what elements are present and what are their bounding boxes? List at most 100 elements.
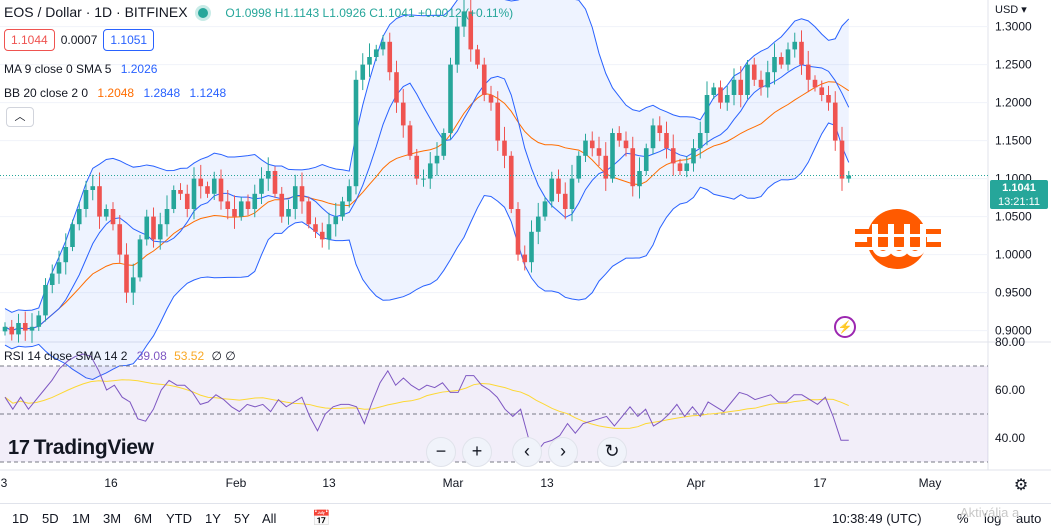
candle-body [232, 209, 237, 217]
activation-watermark: Aktiválja a [960, 505, 1020, 520]
candle-body [292, 186, 298, 209]
candle-body [97, 186, 102, 217]
lightning-icon[interactable]: ⚡ [834, 316, 856, 338]
buy-price-button[interactable]: 1.1051 [103, 29, 155, 51]
candle-body [724, 95, 730, 103]
range-all[interactable]: All [262, 511, 277, 526]
bb-legend[interactable]: BB 20 close 2 0 1.2048 1.2848 1.1248 [4, 86, 226, 100]
price-tick-label: 1.0000 [995, 248, 1032, 262]
candle-body [245, 201, 251, 209]
rsi-tick-label: 80.00 [995, 335, 1025, 349]
candle-body [839, 140, 845, 179]
candle-body [16, 323, 21, 335]
candle-body [434, 155, 440, 164]
candle-body [711, 87, 717, 95]
ma-legend[interactable]: MA 9 close 0 SMA 5 1.2026 [4, 62, 157, 76]
scroll-left-button[interactable]: ‹ [512, 437, 542, 467]
range-5y[interactable]: 5Y [234, 511, 250, 526]
time-tick-label: 13 [540, 476, 554, 490]
range-ytd[interactable]: YTD [166, 511, 192, 526]
candle-body [643, 148, 649, 171]
rsi-value: 39.08 [136, 349, 167, 363]
range-3m[interactable]: 3M [103, 511, 122, 526]
range-1d[interactable]: 1D [12, 511, 29, 526]
zoom-out-button[interactable]: − [426, 437, 456, 467]
range-5d[interactable]: 5D [42, 511, 59, 526]
candle-body [272, 171, 278, 194]
last-price-tag: 1.1041 13:21:11 [990, 180, 1048, 209]
date-range-icon[interactable]: 📅 [312, 510, 331, 527]
sell-price-button[interactable]: 1.1044 [4, 29, 55, 51]
candle-body [265, 171, 271, 179]
currency-label: USD ▾ [995, 4, 1027, 16]
candle-body [2, 326, 8, 332]
clock-time[interactable]: 10:38:49 (UTC) [832, 511, 922, 526]
candle-body [259, 178, 264, 194]
candle-body [346, 186, 352, 202]
scroll-right-button[interactable]: › [548, 437, 578, 467]
candle-body [691, 148, 696, 164]
candle-body [623, 140, 629, 149]
candle-body [427, 163, 433, 179]
tradingview-logo: 17 TradingView [8, 436, 154, 459]
candle-body [583, 140, 588, 156]
bollinger-lower-line [4, 122, 850, 380]
time-tick-label: Apr [687, 476, 706, 490]
range-1m[interactable]: 1M [72, 511, 91, 526]
price-tick-label: 1.2000 [995, 96, 1032, 110]
coin-logo-icon [853, 209, 943, 269]
settings-gear-icon: ⚙ [1014, 477, 1028, 494]
zoom-in-button[interactable]: + [462, 437, 492, 467]
candle-body [394, 72, 399, 103]
candle-body [205, 186, 210, 194]
candle-body [333, 216, 339, 225]
candle-body [684, 163, 690, 171]
candle-body [704, 95, 710, 133]
range-6m[interactable]: 6M [134, 511, 153, 526]
rsi-sma-line [4, 379, 849, 429]
candle-body [812, 79, 818, 88]
candle-body [718, 87, 723, 103]
candle-body [63, 247, 69, 263]
symbol-title[interactable]: EOS / Dollar · 1D · BITFINEX [4, 4, 188, 20]
candle-body [529, 231, 534, 263]
time-tick-label: 17 [813, 476, 827, 490]
candle-body [110, 209, 116, 225]
time-tick-label: Mar [443, 476, 464, 490]
candle-body [805, 64, 811, 80]
candle-body [414, 155, 420, 179]
candle-body [9, 326, 15, 335]
candle-body [556, 178, 561, 194]
bollinger-basis-line [4, 81, 850, 332]
candle-body [407, 125, 413, 156]
candle-body [637, 171, 642, 187]
bb-label: BB 20 close 2 0 [4, 86, 89, 100]
symbol-header[interactable]: EOS / Dollar · 1D · BITFINEX O1.0998 H1.… [4, 4, 513, 22]
price-tick-label: 1.2500 [995, 58, 1032, 72]
range-1y[interactable]: 1Y [205, 511, 221, 526]
candle-body [745, 64, 750, 95]
candle-body [313, 224, 318, 232]
candle-body [144, 216, 150, 240]
candle-body [83, 190, 89, 209]
price-chart[interactable]: 1.30001.25001.20001.15001.10001.05001.00… [0, 0, 1051, 503]
candle-body [353, 79, 359, 187]
candle-body [576, 155, 582, 179]
candle-body [738, 79, 744, 95]
reset-chart-button[interactable]: ↻ [597, 437, 627, 467]
candle-body [421, 178, 426, 180]
candle-body [765, 72, 771, 88]
bb-mid-value: 1.2048 [97, 86, 135, 100]
percent-toggle[interactable]: % [957, 511, 969, 526]
rsi-tick-label: 60.00 [995, 383, 1025, 397]
candle-body [832, 102, 838, 141]
candle-body [657, 125, 663, 133]
collapse-legend-button[interactable]: ︿ [6, 107, 34, 127]
candle-body [799, 41, 804, 65]
log-toggle[interactable]: log [984, 511, 1002, 526]
candle-body [697, 133, 703, 149]
candle-body [461, 11, 467, 27]
auto-toggle[interactable]: auto [1016, 511, 1042, 526]
rsi-legend[interactable]: RSI 14 close SMA 14 2 39.08 53.52 ∅ ∅ [4, 349, 236, 363]
candle-body [785, 49, 791, 65]
